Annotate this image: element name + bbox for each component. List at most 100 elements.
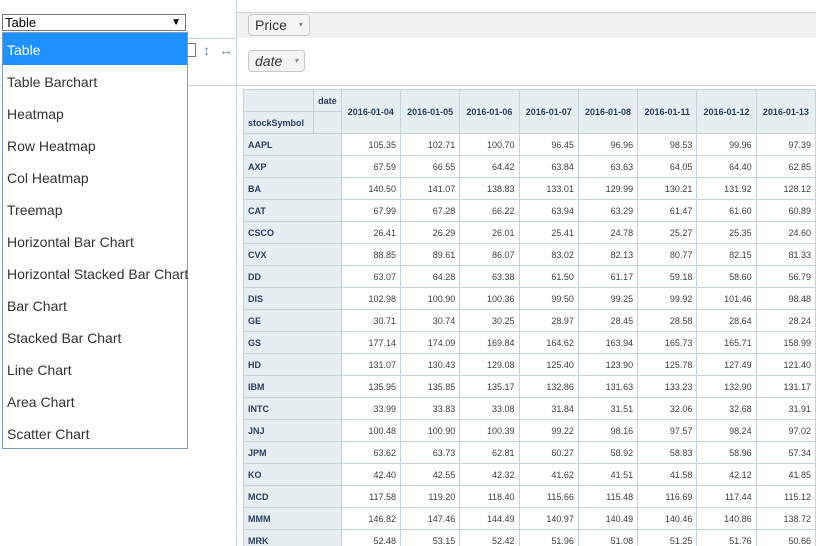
renderer-option[interactable]: Table Barchart — [7, 74, 98, 90]
table-cell: 135.85 — [399, 375, 461, 398]
table-cell: 50.66 — [755, 529, 816, 546]
renderer-option[interactable]: Area Chart — [7, 394, 75, 410]
table-cell: 98.48 — [755, 287, 816, 310]
renderer-option[interactable]: Bar Chart — [7, 298, 67, 314]
table-row: CVX 88.85 89.61 86.07 83.02 82.13 80.77 82.15 81… — [243, 243, 816, 266]
table-row: AAPL 105.35 102.71 100.70 96.45 96.96 98.53 99.… — [243, 133, 816, 156]
table-row: JNJ 100.48 100.90 100.39 99.22 98.16 97.57 98.2… — [243, 419, 816, 442]
row-header: CVX — [243, 243, 342, 266]
table-cell: 135.95 — [340, 375, 401, 398]
table-cell: 63.07 — [340, 265, 401, 288]
field-pill-date[interactable]: date ▾ — [248, 50, 306, 72]
column-header: 2016-01-11 — [637, 89, 698, 134]
table-cell: 101.46 — [696, 287, 757, 310]
table-cell: 52.42 — [459, 529, 520, 546]
table-cell: 24.78 — [577, 221, 639, 244]
table-row: MMM 146.82 147.46 144.49 140.97 140.49 140.46 1… — [243, 507, 816, 530]
table-cell: 63.63 — [577, 155, 639, 178]
row-sort-icon[interactable]: ↕ — [203, 42, 210, 58]
table-row: KO 42.40 42.55 42.32 41.62 41.51 41.58 42.12 41.… — [243, 463, 816, 486]
unused-fields-strip — [237, 12, 816, 39]
table-cell: 26.01 — [459, 221, 520, 244]
renderer-option[interactable]: Col Heatmap — [7, 170, 89, 186]
table-cell: 52.48 — [340, 529, 401, 546]
table-cell: 64.40 — [696, 155, 757, 178]
field-pill-price[interactable]: Price ▾ — [248, 14, 310, 36]
renderer-option[interactable]: Line Chart — [7, 362, 72, 378]
row-header: HD — [243, 353, 342, 376]
column-header: 2016-01-08 — [577, 89, 639, 134]
table-cell: 133.01 — [518, 177, 579, 200]
table-row: INTC 33.99 33.83 33.08 31.84 31.51 32.06 32.68 3… — [243, 397, 816, 420]
table-cell: 62.81 — [459, 441, 520, 464]
table-cell: 51.25 — [637, 529, 698, 546]
table-cell: 140.49 — [577, 507, 639, 530]
renderer-option[interactable]: Scatter Chart — [7, 426, 90, 442]
renderer-option[interactable]: Stacked Bar Chart — [7, 330, 122, 346]
aggregator-select[interactable] — [186, 43, 196, 57]
table-cell: 82.13 — [577, 243, 639, 266]
table-cell: 33.08 — [459, 397, 520, 420]
row-header: MCD — [243, 485, 342, 508]
table-cell: 25.35 — [696, 221, 757, 244]
table-cell: 96.96 — [577, 133, 639, 156]
renderer-option[interactable]: Row Heatmap — [7, 138, 96, 154]
table-cell: 97.39 — [755, 133, 816, 156]
table-cell: 42.12 — [696, 463, 757, 486]
col-sort-icon[interactable]: ↔ — [219, 42, 233, 58]
table-cell: 100.36 — [459, 287, 520, 310]
renderer-dropdown-list: Table Table Barchart Heatmap Row Heatmap Col… — [2, 32, 188, 449]
dropdown-triangle-icon[interactable]: ▾ — [294, 56, 299, 65]
table-cell: 132.86 — [518, 375, 579, 398]
table-cell: 165.71 — [696, 331, 757, 354]
table-cell: 41.85 — [755, 463, 816, 486]
row-header: DD — [243, 265, 342, 288]
table-row: MRK 52.48 53.15 52.42 51.96 51.08 51.25 51.76 50… — [243, 529, 816, 546]
table-cell: 144.49 — [459, 507, 520, 530]
table-cell: 28.58 — [637, 309, 698, 332]
table-cell: 33.99 — [340, 397, 401, 420]
table-cell: 99.22 — [518, 419, 579, 442]
field-pill-label: date — [255, 53, 283, 69]
table-cell: 59.18 — [637, 265, 698, 288]
table-row: BA 140.50 141.07 138.83 133.01 129.99 130.21 13… — [243, 177, 816, 200]
table-cell: 140.97 — [518, 507, 579, 530]
table-cell: 58.83 — [637, 441, 698, 464]
pivot-table-container[interactable]: date 2016-01-04 2016-01-05 2016-01-06 2016-0… — [243, 89, 816, 546]
renderer-option[interactable]: Horizontal Stacked Bar Chart — [7, 266, 189, 282]
table-cell: 25.41 — [518, 221, 579, 244]
row-header: MRK — [243, 529, 342, 546]
table-cell: 102.98 — [340, 287, 401, 310]
renderer-option[interactable]: Heatmap — [7, 106, 64, 122]
renderer-select[interactable]: Table ▼ — [2, 14, 186, 31]
table-cell: 80.77 — [637, 243, 698, 266]
table-cell: 24.60 — [755, 221, 816, 244]
table-cell: 61.60 — [696, 199, 757, 222]
table-row: JPM 63.62 63.73 62.81 60.27 58.92 58.83 58.96 57… — [243, 441, 816, 464]
table-cell: 138.83 — [459, 177, 520, 200]
dropdown-triangle-icon[interactable]: ▾ — [298, 20, 303, 29]
row-header: BA — [243, 177, 342, 200]
table-cell: 32.06 — [637, 397, 698, 420]
table-cell: 97.02 — [755, 419, 816, 442]
renderer-option[interactable]: Table — [3, 33, 187, 65]
table-cell: 66.55 — [399, 155, 461, 178]
table-cell: 140.50 — [340, 177, 401, 200]
table-cell: 174.09 — [399, 331, 461, 354]
row-header: INTC — [243, 397, 342, 420]
table-cell: 28.97 — [518, 309, 579, 332]
table-cell: 141.07 — [399, 177, 461, 200]
table-cell: 28.45 — [577, 309, 639, 332]
table-cell: 58.60 — [696, 265, 757, 288]
table-cell: 99.50 — [518, 287, 579, 310]
renderer-option[interactable]: Treemap — [7, 202, 63, 218]
table-cell: 83.02 — [518, 243, 579, 266]
table-cell: 41.58 — [637, 463, 698, 486]
table-cell: 131.63 — [577, 375, 639, 398]
row-header: CAT — [243, 199, 342, 222]
renderer-option[interactable]: Horizontal Bar Chart — [7, 234, 134, 250]
table-cell: 131.17 — [755, 375, 816, 398]
table-cell: 67.28 — [399, 199, 461, 222]
table-cell: 81.33 — [755, 243, 816, 266]
table-cell: 147.46 — [399, 507, 461, 530]
